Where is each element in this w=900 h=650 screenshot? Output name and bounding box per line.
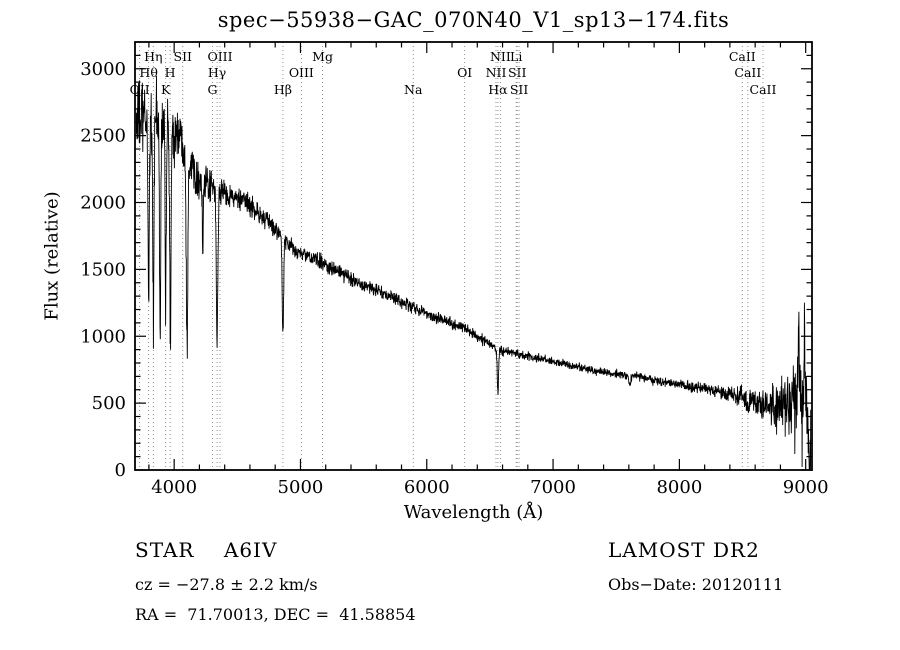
y-tick-label: 2000 xyxy=(80,193,126,214)
spectral-line-label: CaII xyxy=(750,82,777,97)
x-tick-label: 4000 xyxy=(151,477,197,498)
spectral-line-label: CaII xyxy=(729,49,756,64)
axes-box xyxy=(134,41,813,471)
x-tick-label: 7000 xyxy=(530,477,576,498)
spectral-line-label: Na xyxy=(404,82,423,97)
spectral-line-label: H xyxy=(165,65,176,80)
x-tick-label: 9000 xyxy=(783,477,829,498)
y-tick-label: 500 xyxy=(92,393,126,414)
object-class-label: STAR A6IV xyxy=(135,538,278,562)
spectral-line-label: K xyxy=(161,82,171,97)
spectral-line-label: G xyxy=(208,82,218,97)
spectral-line-label: NII xyxy=(486,65,507,80)
ra-dec-label: RA = 71.70013, DEC = 41.58854 xyxy=(135,605,416,624)
spectral-line-label: OI xyxy=(457,65,472,80)
spectral-line-label: OIII xyxy=(207,49,232,64)
spectral-line-label: Li xyxy=(510,49,522,64)
survey-label: LAMOST DR2 xyxy=(608,538,760,562)
redshift-velocity-label: cz = −27.8 ± 2.2 km/s xyxy=(135,575,318,594)
x-tick-label: 6000 xyxy=(404,477,450,498)
y-tick-label: 2500 xyxy=(80,126,126,147)
x-tick-label: 8000 xyxy=(656,477,702,498)
spectral-line-label: SII xyxy=(510,82,529,97)
spectral-line-label: OIII xyxy=(289,65,314,80)
spectral-line-label: CaII xyxy=(734,65,761,80)
y-tick-label: 0 xyxy=(115,460,126,481)
spectral-line-label: Hβ xyxy=(274,82,292,97)
spectral-line-label: Hγ xyxy=(208,65,226,80)
y-axis-label: Flux (relative) xyxy=(41,191,63,321)
spectral-line-label: Hθ xyxy=(139,65,157,80)
y-tick-label: 1000 xyxy=(80,326,126,347)
spectral-line-label: SII xyxy=(174,49,193,64)
figure-title: spec−55938−GAC_070N40_V1_sp13−174.fits xyxy=(217,8,730,32)
y-tick-label: 1500 xyxy=(80,259,126,280)
spectral-line-label: SII xyxy=(508,65,527,80)
spectral-line-label: NII xyxy=(490,49,511,64)
y-tick-label: 3000 xyxy=(80,59,126,80)
x-axis-label: Wavelength (Å) xyxy=(403,502,544,523)
spectral-line-label: Hη xyxy=(144,49,162,64)
spectral-line-label: Mg xyxy=(312,49,333,64)
spectral-line-label: Hα xyxy=(488,82,508,97)
obs-date-label: Obs−Date: 20120111 xyxy=(608,575,784,594)
x-tick-label: 5000 xyxy=(278,477,324,498)
spectrum-trace xyxy=(135,75,812,470)
